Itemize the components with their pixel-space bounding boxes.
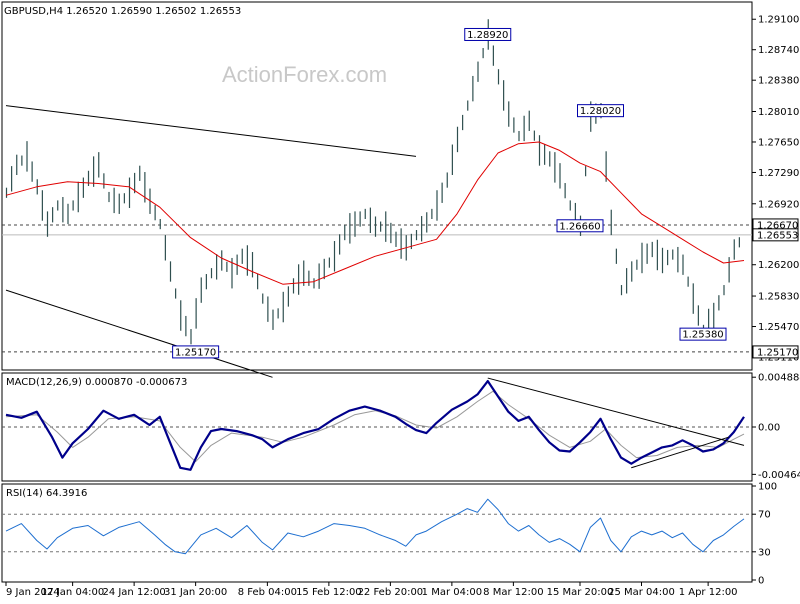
current-price-tag: 1.26553 — [757, 230, 798, 241]
rsi-label: RSI(14) 64.3916 — [6, 488, 87, 499]
price-annotation: 1.25170 — [175, 347, 216, 358]
support-tag: 1.25170 — [757, 347, 798, 358]
macd-trendline — [487, 377, 745, 446]
x-tick-label: 1 Mar 04:00 — [422, 587, 482, 598]
price-frame — [1, 1, 753, 371]
watermark: ActionForex.com — [222, 62, 387, 87]
x-tick-label: 24 Jan 12:00 — [102, 587, 165, 598]
x-tick-label: 15 Feb 12:00 — [296, 587, 362, 598]
price-axis-tick-label: 1.27650 — [758, 137, 799, 148]
price-axis-tick-label: 1.29100 — [758, 15, 799, 26]
resistance-tag: 1.26670 — [757, 220, 798, 231]
rsi-axis-tick-label: 70 — [758, 510, 771, 521]
x-tick-label: 9 Jan 2024 — [6, 587, 60, 598]
price-annotation: 1.25380 — [682, 330, 723, 341]
x-tick-label: 1 Apr 12:00 — [679, 587, 738, 598]
macd-axis-tick-label: -0.004645 — [758, 470, 800, 481]
price-axis-tick-label: 1.26920 — [758, 199, 799, 210]
price-trendline — [5, 289, 273, 378]
price-annotation: 1.26660 — [559, 221, 600, 232]
price-annotation-box — [556, 219, 604, 233]
price-axis-tick-label: 1.25470 — [758, 322, 799, 333]
price-axis-tick-label: 1.27290 — [758, 168, 799, 179]
x-tick-label: 25 Mar 04:00 — [608, 587, 675, 598]
current-price-tag-box — [752, 228, 799, 242]
price-annotation-box — [172, 345, 220, 359]
price-axis-tick-label: 1.28740 — [758, 45, 799, 56]
rsi-panel: 100 70 30 0 — [2, 482, 777, 587]
macd-line — [5, 380, 745, 471]
rsi-axis-tick-label: 100 — [758, 482, 777, 493]
price-annotation-box — [577, 104, 624, 118]
macd-label: MACD(12,26,9) 0.000870 -0.000673 — [6, 377, 187, 388]
price-trendline — [5, 105, 417, 157]
macd-trendline — [631, 436, 729, 469]
price-annotation: 1.28020 — [580, 106, 621, 117]
price-annotation: 1.28920 — [467, 30, 508, 41]
x-tick-label: 8 Feb 04:00 — [238, 587, 297, 598]
price-annotation-box — [464, 27, 512, 41]
ma-line — [5, 141, 745, 285]
support-tag-box — [752, 345, 799, 359]
macd-panel: 0.004884 0.00 -0.004645 — [2, 373, 800, 481]
price-axis-tick-label: 1.28380 — [758, 76, 799, 87]
panel-frames — [1, 1, 753, 583]
macd-axis-tick-label: 0.00 — [758, 423, 780, 434]
price-axis-tick-label: 1.25830 — [758, 292, 799, 303]
price-axis-tick-label: 1.26200 — [758, 260, 799, 271]
rsi-axis-tick-label: 30 — [758, 547, 771, 558]
price-panel: 1.29100 1.28740 1.28380 1.28010 1.27650 1.272… — [2, 15, 799, 378]
price-annotation-box — [679, 327, 727, 341]
price-axis-tick-label: 1.28010 — [758, 107, 799, 118]
rsi-line — [5, 498, 745, 555]
symbol-header: GBPUSD,H4 1.26520 1.26590 1.26502 1.2655… — [4, 6, 241, 17]
x-tick-label: 31 Jan 20:00 — [164, 587, 227, 598]
x-tick-label: 22 Feb 20:00 — [358, 587, 424, 598]
x-tick-label: 15 Mar 20:00 — [547, 587, 614, 598]
rsi-frame — [1, 483, 753, 583]
x-tick-label: 8 Mar 12:00 — [483, 587, 543, 598]
rsi-axis-tick-label: 0 — [758, 576, 764, 587]
macd-axis-tick-label: 0.004884 — [758, 373, 800, 384]
x-tick-label: 17 Jan 04:00 — [41, 587, 104, 598]
